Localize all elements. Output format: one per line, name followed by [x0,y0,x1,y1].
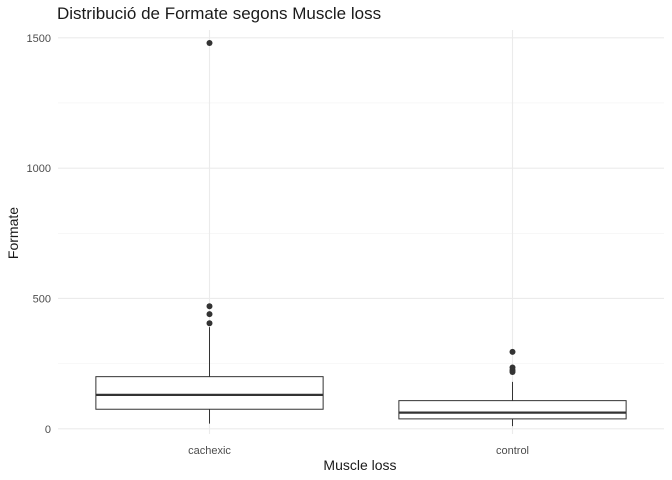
y-axis-title: Formate [5,207,21,259]
outlier-point [509,364,516,371]
grid-lines [58,30,664,434]
y-tick-label: 0 [45,424,51,436]
boxes [95,40,627,427]
outlier-point [206,311,213,318]
iqr-box [398,400,627,420]
y-tick-label: 1500 [27,33,51,45]
y-tick-label: 500 [33,293,51,305]
outlier-point [206,320,213,327]
x-tick-label: control [496,445,529,457]
iqr-box [95,376,324,410]
outlier-point [206,40,213,47]
x-tick-label: cachexic [188,445,231,457]
box-cachexic [95,40,324,424]
chart-title: Distribució de Formate segons Muscle los… [57,4,382,23]
tick-labels: 0 500 1000 1500 cachexic control [27,33,530,457]
outlier-point [509,348,516,355]
box-control [398,348,627,427]
outlier-point [206,303,213,310]
y-tick-label: 1000 [27,163,51,175]
x-axis-title: Muscle loss [323,457,396,473]
